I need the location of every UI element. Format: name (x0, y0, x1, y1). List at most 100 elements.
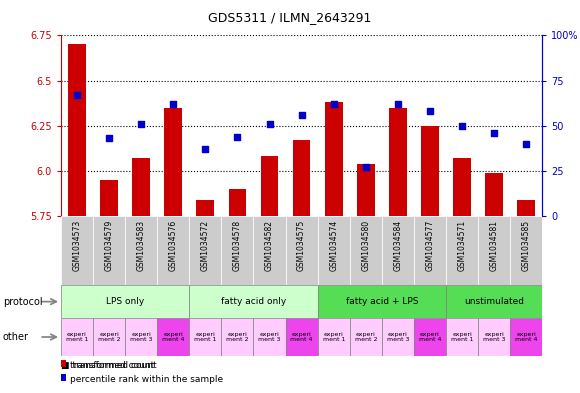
Bar (421, 126, 439, 216)
Bar (260, 156, 278, 216)
Bar (325, 102, 343, 216)
Bar (517, 200, 535, 216)
Point (490, 130, 499, 136)
Text: GSM1034578: GSM1034578 (233, 220, 242, 271)
Bar (318, 318, 350, 356)
Text: GSM1034583: GSM1034583 (137, 220, 146, 271)
Bar (382, 318, 414, 356)
Text: unstimulated: unstimulated (464, 297, 524, 306)
Bar (125, 216, 157, 285)
Bar (389, 108, 407, 216)
Text: transformed count: transformed count (70, 361, 154, 370)
Point (297, 112, 306, 118)
Text: GSM1034582: GSM1034582 (265, 220, 274, 271)
Bar (293, 140, 310, 216)
Point (329, 101, 338, 107)
Text: GSM1034580: GSM1034580 (361, 220, 370, 271)
Point (393, 101, 403, 107)
Point (361, 164, 371, 171)
Bar (93, 318, 125, 356)
Text: experi
ment 1: experi ment 1 (322, 332, 345, 342)
Point (233, 134, 242, 140)
Bar (189, 318, 222, 356)
Bar (164, 108, 182, 216)
Bar (189, 216, 222, 285)
Bar (189, 285, 318, 318)
Text: experi
ment 3: experi ment 3 (258, 332, 281, 342)
Text: percentile rank within the sample: percentile rank within the sample (70, 375, 223, 384)
Bar (222, 318, 253, 356)
Bar (446, 318, 478, 356)
Text: LPS only: LPS only (106, 297, 144, 306)
Text: experi
ment 1: experi ment 1 (66, 332, 88, 342)
Point (521, 141, 531, 147)
Text: GSM1034572: GSM1034572 (201, 220, 210, 271)
Text: GDS5311 / ILMN_2643291: GDS5311 / ILMN_2643291 (208, 11, 372, 24)
Text: experi
ment 4: experi ment 4 (162, 332, 184, 342)
Bar (350, 318, 382, 356)
Text: experi
ment 2: experi ment 2 (98, 332, 120, 342)
Text: GSM1034579: GSM1034579 (104, 220, 114, 271)
Bar (357, 164, 375, 216)
Point (136, 121, 146, 127)
Bar (132, 158, 150, 216)
Text: experi
ment 3: experi ment 3 (130, 332, 153, 342)
Text: GSM1034581: GSM1034581 (490, 220, 499, 271)
Text: experi
ment 3: experi ment 3 (387, 332, 409, 342)
Text: GSM1034577: GSM1034577 (426, 220, 434, 271)
Bar (382, 216, 414, 285)
Bar (478, 216, 510, 285)
Text: GSM1034571: GSM1034571 (458, 220, 466, 271)
Text: GSM1034584: GSM1034584 (393, 220, 403, 271)
Bar (510, 318, 542, 356)
Bar (61, 285, 189, 318)
Bar (157, 216, 189, 285)
Point (425, 108, 434, 114)
Point (169, 101, 178, 107)
Text: experi
ment 1: experi ment 1 (194, 332, 216, 342)
Text: fatty acid only: fatty acid only (221, 297, 286, 306)
Bar (100, 180, 118, 216)
Bar (61, 318, 93, 356)
Text: experi
ment 3: experi ment 3 (483, 332, 505, 342)
Bar (318, 216, 350, 285)
Bar (222, 216, 253, 285)
Bar (157, 318, 189, 356)
Bar (197, 200, 214, 216)
Text: experi
ment 2: experi ment 2 (354, 332, 377, 342)
Text: experi
ment 4: experi ment 4 (515, 332, 538, 342)
Bar (253, 318, 285, 356)
Bar (510, 216, 542, 285)
Text: GSM1034576: GSM1034576 (169, 220, 177, 271)
Bar (485, 173, 503, 216)
Text: fatty acid + LPS: fatty acid + LPS (346, 297, 418, 306)
Text: GSM1034574: GSM1034574 (329, 220, 338, 271)
Bar (285, 318, 318, 356)
Bar (453, 158, 471, 216)
Bar (414, 216, 446, 285)
Bar (285, 216, 318, 285)
Bar (318, 285, 446, 318)
Bar (68, 44, 86, 216)
Point (201, 146, 210, 152)
Text: GSM1034585: GSM1034585 (522, 220, 531, 271)
Point (458, 123, 467, 129)
Bar (125, 318, 157, 356)
Bar (229, 189, 246, 216)
Text: experi
ment 4: experi ment 4 (419, 332, 441, 342)
Point (104, 135, 114, 141)
Point (265, 121, 274, 127)
Bar (478, 318, 510, 356)
Bar (93, 216, 125, 285)
Bar (414, 318, 446, 356)
Bar (253, 216, 285, 285)
Bar (446, 285, 542, 318)
Point (72, 92, 82, 98)
Text: GSM1034575: GSM1034575 (297, 220, 306, 271)
Bar (446, 216, 478, 285)
Bar (61, 216, 93, 285)
Text: protocol: protocol (3, 297, 42, 307)
Text: ■ transformed count: ■ transformed count (61, 361, 157, 370)
Text: experi
ment 4: experi ment 4 (291, 332, 313, 342)
Bar (350, 216, 382, 285)
